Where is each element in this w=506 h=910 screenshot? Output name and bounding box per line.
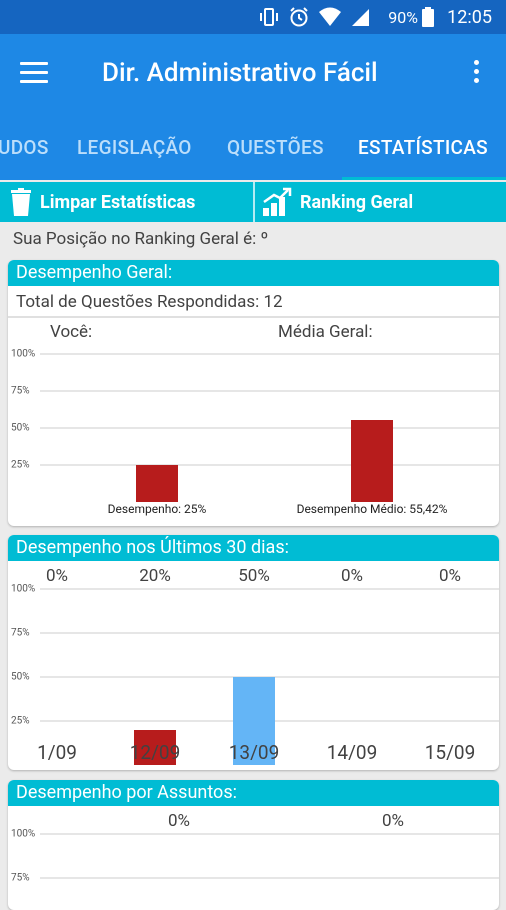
ranking-position-text: Sua Posição no Ranking Geral é: º [13, 229, 269, 249]
top-percent-label: 0% [438, 566, 462, 586]
top-percent-label: 0% [340, 566, 364, 586]
you-label: Você: [50, 322, 93, 342]
top-percent-label: 0% [381, 811, 405, 831]
battery-percent: 90% [388, 8, 418, 27]
tab-bar: UDOS LEGISLAÇÃO QUESTÕES ESTATÍSTICAS [0, 114, 506, 180]
y-tick-label: 75% [11, 627, 30, 639]
bar [351, 419, 393, 502]
status-icons [258, 6, 370, 28]
gridline [40, 353, 499, 355]
gridline [40, 876, 499, 879]
last-30-days-card: Desempenho nos Últimos 30 dias: 100% 75% 5… [8, 535, 499, 770]
x-axis-label: 1/09 [37, 741, 77, 764]
ranking-general-button[interactable]: Ranking Geral [262, 182, 413, 222]
top-percent-label: 0% [167, 811, 191, 831]
gridline [40, 390, 499, 392]
vibrate-icon [260, 8, 278, 26]
x-axis-label: 15/09 [424, 741, 476, 764]
more-options-icon[interactable] [474, 60, 480, 87]
menu-icon[interactable] [20, 62, 48, 84]
general-performance-chart: 100% 75% 50% 25% Desempenho: 25% Desempenho M… [8, 348, 499, 526]
y-tick-label: 50% [11, 671, 30, 683]
x-axis-label: 12/09 [129, 741, 181, 764]
top-percent-label: 20% [139, 566, 171, 586]
x-axis-label: 13/09 [228, 741, 280, 764]
tab-estatisticas[interactable]: ESTATÍSTICAS [358, 136, 488, 159]
bar [233, 677, 275, 765]
wifi-icon [319, 7, 341, 26]
status-bar: 90% 12:05 [0, 0, 506, 34]
y-tick-label: 75% [11, 385, 30, 397]
y-tick-label: 25% [11, 715, 30, 727]
general-performance-header: Desempenho Geral: [8, 260, 499, 286]
ranking-general-label: Ranking Geral [300, 191, 414, 213]
clock: 12:05 [447, 7, 492, 28]
action-divider [253, 182, 255, 222]
y-tick-label: 100% [11, 828, 36, 840]
ranking-chart-icon [263, 187, 292, 216]
bar-caption: Desempenho Médio: 55,42% [296, 502, 448, 516]
top-percent-label: 50% [238, 566, 270, 586]
gridline [40, 464, 499, 466]
tab-indicator [342, 177, 506, 180]
bar-caption: Desempenho: 25% [107, 502, 207, 516]
divider [8, 316, 499, 318]
alarm-icon [290, 7, 308, 27]
x-axis-label: 14/09 [326, 741, 378, 764]
total-questions-text: Total de Questões Respondidas: 12 [16, 292, 283, 312]
clear-statistics-button[interactable]: Limpar Estatísticas [10, 182, 195, 222]
trash-icon [11, 188, 31, 216]
bar [134, 729, 176, 765]
last-30-days-header: Desempenho nos Últimos 30 dias: [8, 535, 499, 561]
tab-estudos[interactable]: UDOS [0, 136, 49, 159]
gridline [40, 833, 499, 835]
subjects-performance-header: Desempenho por Assuntos: [8, 780, 499, 806]
battery-icon [422, 7, 434, 27]
y-tick-label: 100% [11, 348, 36, 360]
app-bar: Dir. Administrativo Fácil [0, 34, 506, 114]
y-tick-label: 25% [11, 459, 30, 471]
tab-legislacao[interactable]: LEGISLAÇÃO [77, 136, 192, 159]
action-bar: Limpar Estatísticas Ranking Geral [0, 182, 506, 222]
clear-statistics-label: Limpar Estatísticas [40, 191, 196, 213]
y-tick-label: 100% [11, 583, 36, 595]
bar [136, 465, 178, 502]
general-performance-card: Desempenho Geral: Total de Questões Resp… [8, 260, 499, 526]
average-label: Média Geral: [278, 322, 373, 342]
y-tick-label: 50% [11, 422, 30, 434]
gridline [40, 632, 499, 634]
tab-questoes[interactable]: QUESTÕES [227, 136, 324, 159]
gridline [40, 588, 499, 590]
last-30-days-chart: 100% 75% 50% 25% 0% 20% 50% 0% 0% 1/09 12/09 13/09 1… [8, 561, 499, 770]
app-title: Dir. Administrativo Fácil [102, 58, 378, 88]
top-percent-label: 0% [45, 566, 69, 586]
subjects-performance-chart: 100% 75% 0% 0% [8, 806, 499, 910]
y-tick-label: 75% [11, 872, 30, 883]
gridline [40, 427, 499, 429]
signal-icon [352, 9, 369, 26]
subjects-performance-card: Desempenho por Assuntos: 100% 75% 0% 0% [8, 780, 499, 910]
